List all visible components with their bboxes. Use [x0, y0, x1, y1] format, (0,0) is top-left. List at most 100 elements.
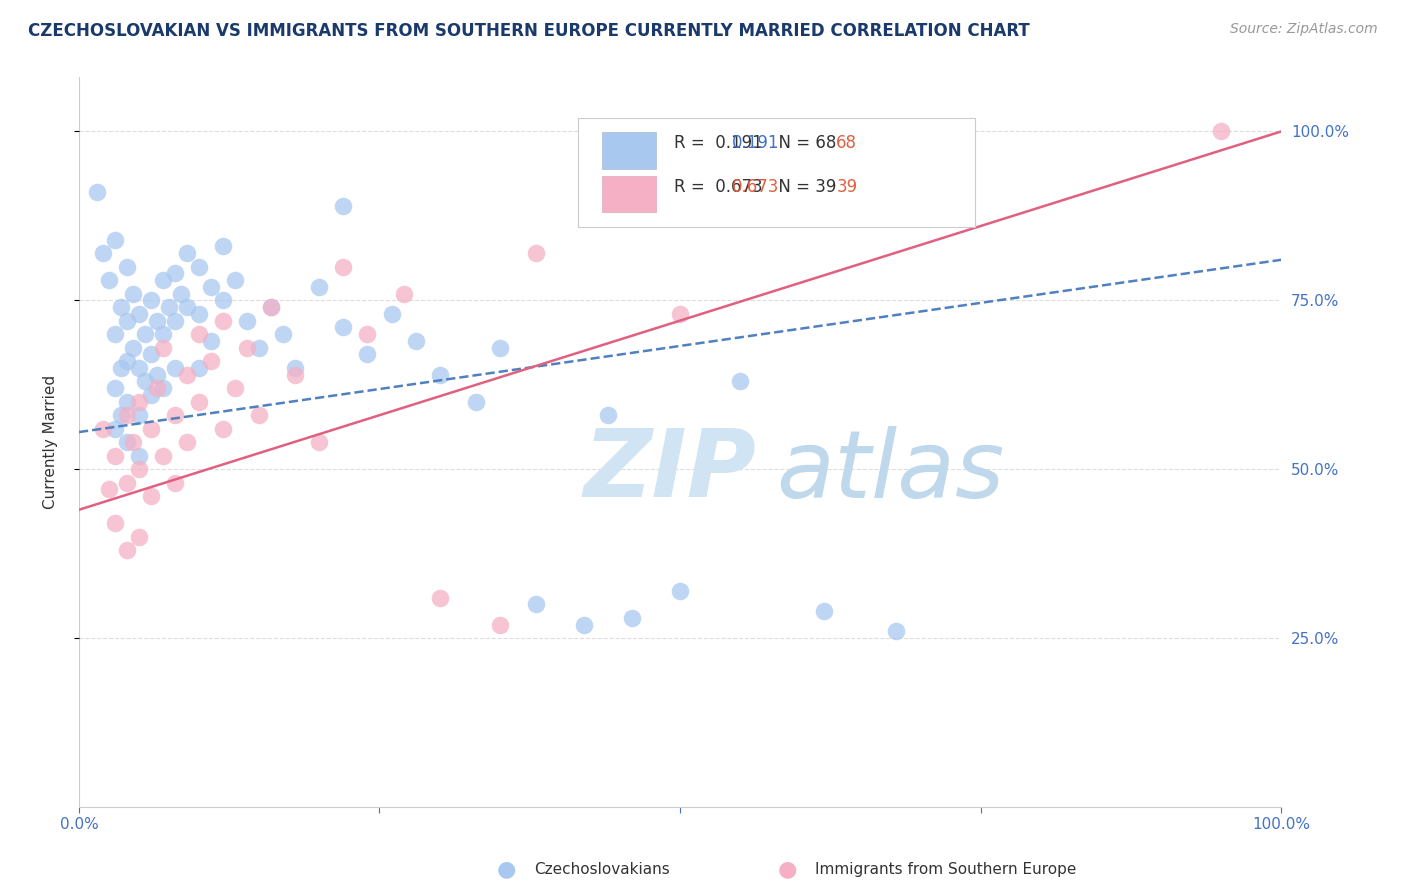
- Point: [152, 273, 174, 287]
- Point: [356, 327, 378, 342]
- Point: [104, 233, 127, 247]
- Point: [188, 394, 211, 409]
- Point: [224, 381, 246, 395]
- Point: [139, 489, 162, 503]
- Text: ZIP: ZIP: [583, 425, 756, 517]
- Point: [91, 246, 114, 260]
- Point: [596, 408, 619, 422]
- Point: [128, 530, 150, 544]
- Text: ●: ●: [496, 860, 516, 880]
- Point: [139, 422, 162, 436]
- Point: [188, 260, 211, 274]
- Point: [104, 422, 127, 436]
- Text: Immigrants from Southern Europe: Immigrants from Southern Europe: [815, 863, 1077, 877]
- Text: R =  0.673   N = 39: R = 0.673 N = 39: [673, 178, 837, 196]
- Point: [188, 327, 211, 342]
- Point: [104, 327, 127, 342]
- Point: [152, 327, 174, 342]
- Point: [200, 354, 222, 368]
- Point: [260, 300, 283, 314]
- Point: [669, 583, 692, 598]
- Point: [886, 624, 908, 639]
- Point: [332, 199, 354, 213]
- Point: [284, 368, 307, 382]
- Point: [488, 617, 510, 632]
- FancyBboxPatch shape: [602, 176, 657, 212]
- Point: [356, 347, 378, 361]
- Point: [308, 280, 330, 294]
- Point: [1209, 124, 1232, 138]
- Y-axis label: Currently Married: Currently Married: [44, 376, 58, 509]
- Text: 0.191: 0.191: [731, 135, 779, 153]
- Point: [176, 368, 198, 382]
- Point: [152, 449, 174, 463]
- Point: [165, 475, 187, 490]
- Point: [165, 266, 187, 280]
- Point: [308, 435, 330, 450]
- FancyBboxPatch shape: [578, 118, 974, 227]
- Point: [146, 368, 169, 382]
- Point: [115, 313, 138, 327]
- Point: [110, 300, 132, 314]
- Point: [429, 368, 451, 382]
- Point: [212, 293, 235, 308]
- Point: [104, 516, 127, 531]
- Point: [488, 341, 510, 355]
- Point: [165, 360, 187, 375]
- Point: [115, 354, 138, 368]
- Text: atlas: atlas: [776, 425, 1004, 516]
- Point: [139, 388, 162, 402]
- Point: [224, 273, 246, 287]
- Point: [188, 360, 211, 375]
- Point: [200, 280, 222, 294]
- Point: [91, 422, 114, 436]
- Point: [110, 360, 132, 375]
- Point: [122, 341, 145, 355]
- Point: [260, 300, 283, 314]
- Point: [115, 408, 138, 422]
- Point: [157, 300, 180, 314]
- Point: [620, 611, 643, 625]
- Point: [380, 307, 402, 321]
- Point: [139, 347, 162, 361]
- Text: CZECHOSLOVAKIAN VS IMMIGRANTS FROM SOUTHERN EUROPE CURRENTLY MARRIED CORRELATION: CZECHOSLOVAKIAN VS IMMIGRANTS FROM SOUTH…: [28, 22, 1029, 40]
- Point: [524, 598, 547, 612]
- Point: [86, 186, 108, 200]
- Text: ●: ●: [778, 860, 797, 880]
- Point: [212, 422, 235, 436]
- Point: [115, 543, 138, 558]
- Point: [146, 381, 169, 395]
- Point: [273, 327, 295, 342]
- Point: [115, 475, 138, 490]
- Point: [176, 435, 198, 450]
- Point: [128, 408, 150, 422]
- Point: [247, 408, 270, 422]
- Point: [813, 604, 835, 618]
- Point: [104, 449, 127, 463]
- Point: [728, 375, 751, 389]
- Point: [669, 307, 692, 321]
- Point: [176, 246, 198, 260]
- Point: [110, 408, 132, 422]
- Point: [122, 286, 145, 301]
- Text: R =  0.191   N = 68: R = 0.191 N = 68: [673, 135, 837, 153]
- Point: [247, 341, 270, 355]
- Point: [98, 483, 121, 497]
- Point: [429, 591, 451, 605]
- Point: [524, 246, 547, 260]
- Point: [146, 313, 169, 327]
- Point: [165, 313, 187, 327]
- Point: [139, 293, 162, 308]
- Point: [284, 360, 307, 375]
- Point: [392, 286, 415, 301]
- Point: [332, 320, 354, 334]
- Point: [115, 394, 138, 409]
- Point: [115, 260, 138, 274]
- Point: [212, 313, 235, 327]
- Point: [128, 462, 150, 476]
- Point: [115, 435, 138, 450]
- Point: [332, 260, 354, 274]
- Text: 39: 39: [837, 178, 858, 196]
- Point: [464, 394, 486, 409]
- Point: [405, 334, 427, 348]
